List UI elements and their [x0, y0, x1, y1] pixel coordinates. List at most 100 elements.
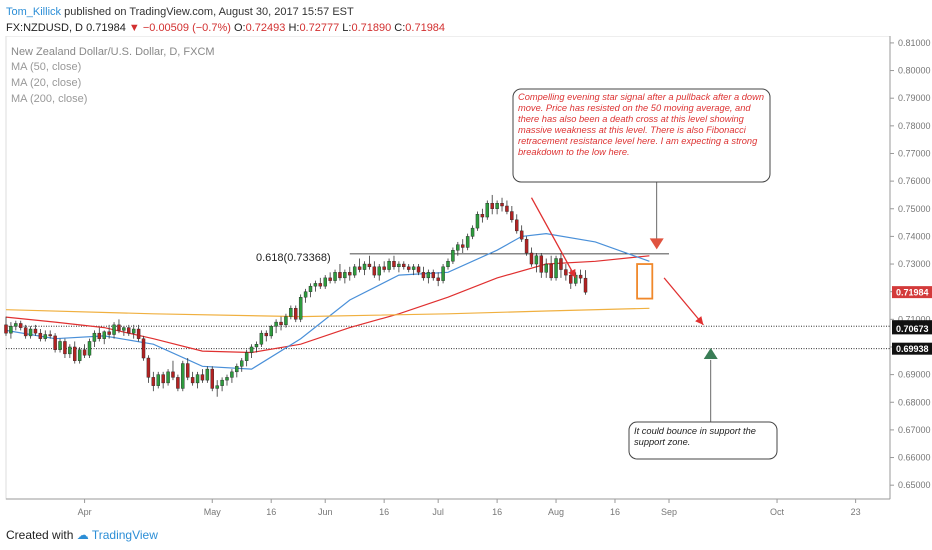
note-top-text: Compelling evening star signal after a p… — [518, 92, 764, 157]
tradingview-cloud-icon: ☁ — [76, 528, 89, 542]
candle-body — [554, 258, 558, 279]
candle-body — [524, 238, 529, 254]
legend-ma50: MA (50, close) — [11, 61, 81, 73]
candle-body — [505, 205, 509, 212]
chart-area[interactable]: 0.81000 0.80000 0.79000 0.78000 0.77000 0.760… — [0, 35, 932, 531]
footer: Created with ☁ TradingView — [6, 528, 158, 542]
candle-body — [421, 272, 426, 279]
candle-body — [48, 334, 52, 337]
ohlc-high: 0.72777 — [299, 22, 340, 34]
candle-body — [254, 344, 259, 348]
y-tick-label: 0.76000 — [898, 176, 931, 186]
candle-body — [4, 324, 8, 334]
x-tick-label: 23 — [851, 507, 861, 517]
candle-body — [53, 335, 57, 350]
y-tick-label: 0.69000 — [898, 370, 931, 380]
fib-label: 0.618(0.73368) — [256, 252, 331, 264]
candle-body — [259, 332, 264, 345]
x-tick-label: Apr — [78, 507, 92, 517]
candle-body — [220, 379, 224, 386]
candle-body — [308, 285, 313, 292]
candle-body — [446, 261, 450, 268]
candle-body — [141, 338, 146, 359]
author-link[interactable]: Tom_Killick — [6, 6, 62, 18]
annotations — [530, 182, 718, 422]
y-tick-label: 0.74000 — [898, 231, 931, 241]
candle-body — [441, 266, 445, 281]
candle-body — [33, 328, 38, 334]
price-chart[interactable]: 0.81000 0.80000 0.79000 0.78000 0.77000 0.760… — [0, 35, 932, 526]
candle-body — [431, 272, 435, 279]
ma200-line — [5, 307, 650, 318]
candle-body — [539, 255, 544, 273]
candle-body — [284, 316, 288, 326]
x-tick-label: Jul — [432, 507, 444, 517]
candle-body — [348, 272, 352, 276]
x-axis[interactable]: Apr May 16 Jun 16 Jul 16 Aug 16 Sep Oct 23 — [6, 498, 890, 517]
candle-body — [382, 266, 386, 270]
note-top-box — [512, 88, 771, 183]
candle-body — [43, 334, 48, 339]
candle-body — [82, 349, 87, 356]
candle-body — [475, 214, 480, 229]
candle-body — [470, 227, 475, 237]
candle-body — [171, 371, 175, 378]
candle-body — [131, 328, 136, 334]
candle-body — [97, 332, 102, 339]
candle-body — [323, 277, 327, 287]
candle-body — [73, 346, 77, 361]
x-tick-label: Oct — [770, 507, 785, 517]
legend-ma200: MA (200, close) — [11, 93, 87, 105]
candle-body — [426, 272, 431, 279]
x-tick-label: Jun — [318, 507, 333, 517]
candle-body — [529, 252, 534, 265]
candle-body — [367, 263, 372, 268]
candle-body — [495, 203, 499, 209]
candle-body — [303, 291, 308, 298]
note-bottom[interactable]: It could bounce in support the support z… — [628, 421, 778, 460]
candle-body — [352, 266, 357, 276]
candle-body — [107, 331, 111, 335]
x-tick-label: Aug — [548, 507, 564, 517]
level-lines — [6, 253, 890, 350]
candle-body — [461, 244, 465, 248]
candle-body — [333, 272, 337, 281]
tradingview-brand[interactable]: TradingView — [91, 528, 158, 542]
candle-body — [225, 377, 229, 381]
y-tick-label: 0.79000 — [898, 93, 931, 103]
ohlc-close-label: C: — [394, 22, 406, 34]
down-arrow-2 — [663, 277, 704, 326]
candle-body — [411, 266, 416, 270]
note-top[interactable]: Compelling evening star signal after a p… — [512, 88, 771, 183]
candle-body — [23, 327, 28, 337]
ohlc-close: 0.71984 — [405, 22, 446, 34]
candle-body — [190, 377, 195, 384]
candle-body — [200, 374, 205, 381]
price-change: −0.00509 (−0.7%) — [142, 22, 231, 34]
candle-body — [146, 357, 151, 378]
candle-body — [416, 266, 421, 273]
candle-body — [289, 308, 293, 317]
legend-title: New Zealand Dollar/U.S. Dollar, D, FXCM — [11, 46, 215, 58]
down-triangle-icon: ▼ — [128, 22, 140, 34]
candle-body — [436, 277, 440, 281]
candle-body — [544, 263, 548, 273]
note-top-text-wrap: Compelling evening star signal after a p… — [518, 92, 764, 157]
last-price: 0.71984 — [86, 22, 126, 34]
candle-body — [549, 263, 553, 279]
price-label-box — [892, 322, 932, 335]
candle-body — [392, 261, 396, 268]
candle-body — [185, 363, 190, 378]
candle-body — [559, 258, 563, 270]
y-axis[interactable]: 0.81000 0.80000 0.79000 0.78000 0.77000 0.760… — [889, 36, 932, 499]
x-tick-label: 16 — [610, 507, 620, 517]
candle-body — [195, 374, 200, 384]
note-bottom-text-wrap: It could bounce in support the support z… — [634, 426, 756, 447]
candle-body — [240, 360, 244, 367]
candle-body — [122, 327, 126, 331]
candle-body — [68, 346, 72, 355]
candle-body — [480, 214, 485, 218]
legend: New Zealand Dollar/U.S. Dollar, D, FXCM … — [11, 46, 215, 105]
candle-body — [181, 363, 185, 389]
x-tick-label: Sep — [661, 507, 677, 517]
